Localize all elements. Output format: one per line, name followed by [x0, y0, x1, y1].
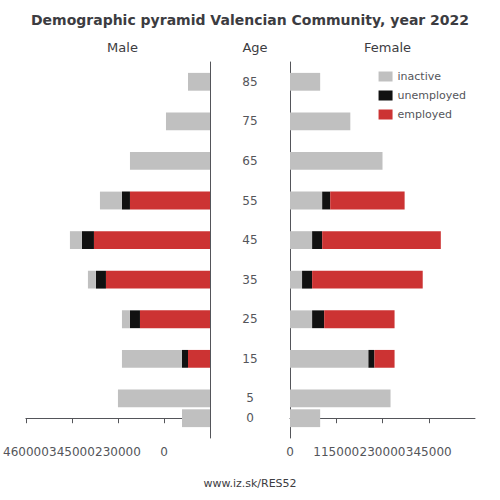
- svg-text:Demographic pyramid Valencian: Demographic pyramid Valencian Community,…: [31, 12, 469, 28]
- svg-text:460000: 460000: [3, 445, 49, 459]
- svg-text:65: 65: [242, 154, 257, 168]
- svg-text:Age: Age: [242, 40, 267, 55]
- svg-text:employed: employed: [398, 108, 453, 121]
- svg-text:25: 25: [242, 312, 257, 326]
- svg-text:35: 35: [242, 273, 257, 287]
- svg-text:0: 0: [160, 445, 168, 459]
- svg-text:55: 55: [242, 194, 257, 208]
- svg-text:345000: 345000: [406, 445, 452, 459]
- svg-text:75: 75: [242, 114, 257, 128]
- svg-text:Female: Female: [364, 40, 411, 55]
- svg-text:85: 85: [242, 75, 257, 89]
- svg-text:115000: 115000: [313, 445, 359, 459]
- svg-text:unemployed: unemployed: [398, 89, 466, 102]
- svg-text:www.iz.sk/RES52: www.iz.sk/RES52: [203, 477, 296, 490]
- svg-text:inactive: inactive: [398, 70, 442, 83]
- svg-text:230000: 230000: [360, 445, 406, 459]
- svg-text:230000: 230000: [95, 445, 141, 459]
- svg-text:Male: Male: [107, 40, 138, 55]
- svg-text:5: 5: [246, 391, 254, 405]
- svg-text:345000: 345000: [49, 445, 95, 459]
- svg-text:45: 45: [242, 233, 257, 247]
- svg-text:0: 0: [246, 411, 254, 425]
- svg-text:0: 0: [286, 445, 294, 459]
- svg-text:15: 15: [242, 352, 257, 366]
